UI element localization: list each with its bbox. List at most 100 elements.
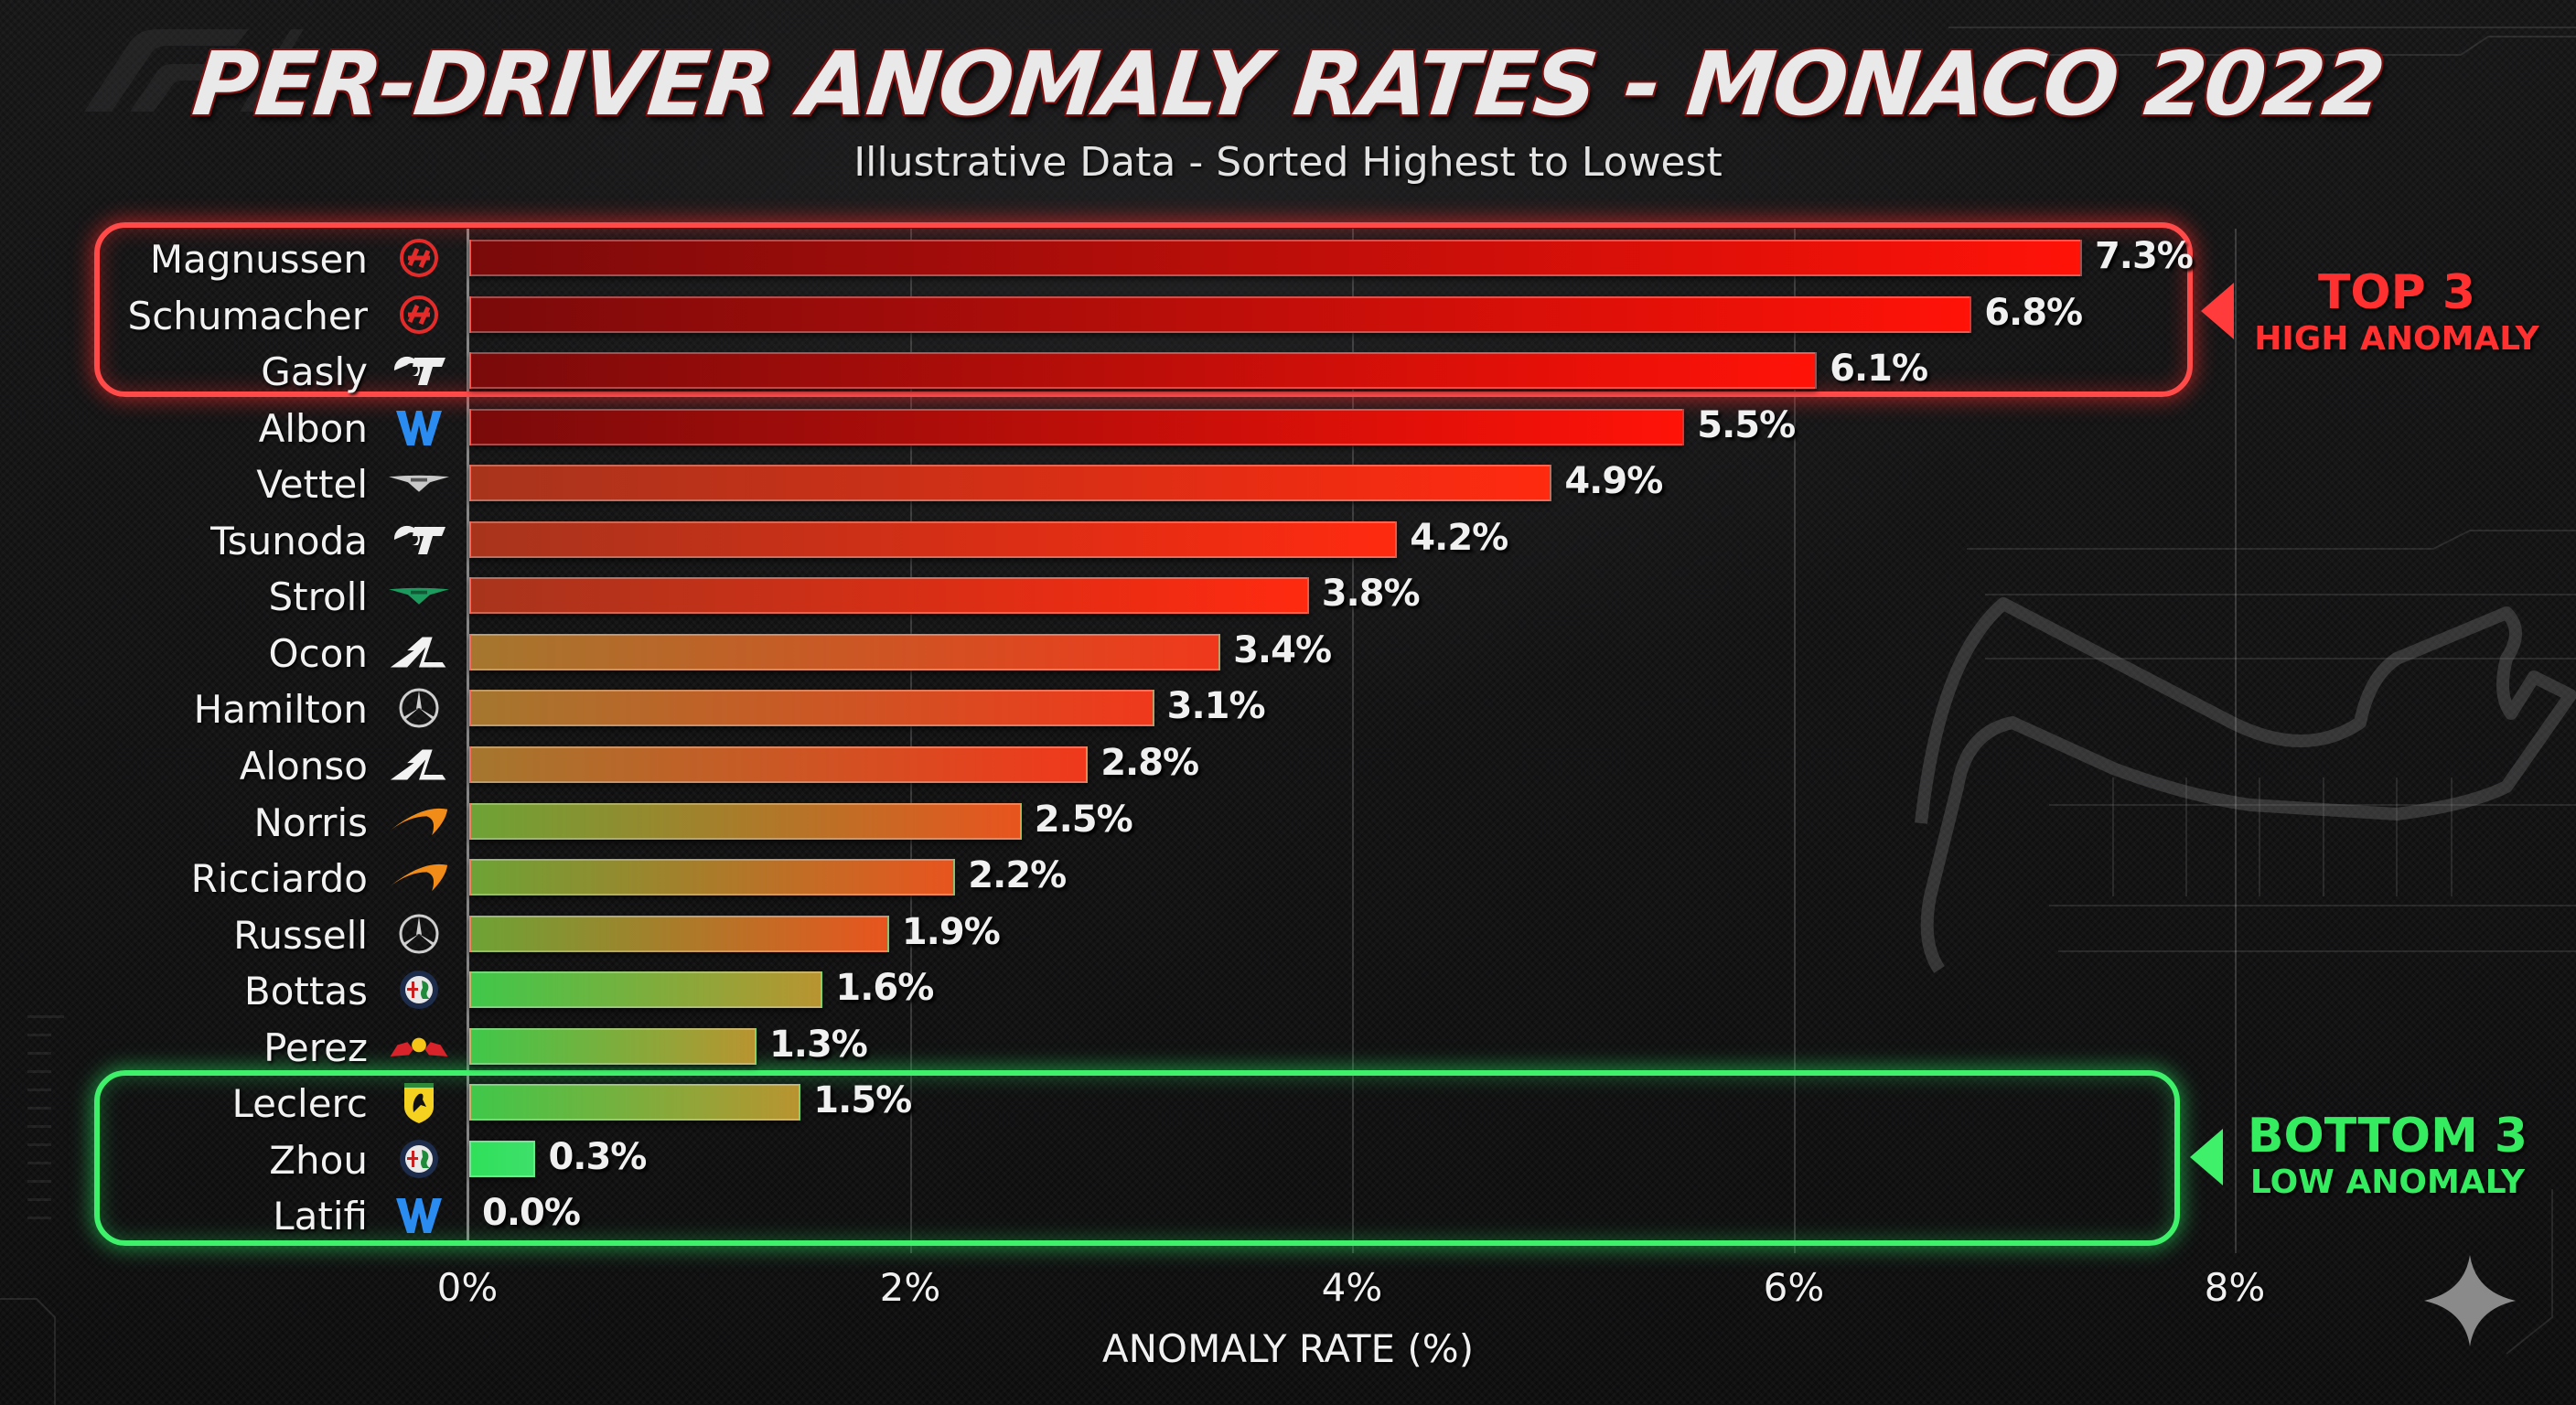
top-3-arrow-icon: [2201, 283, 2234, 339]
bar[interactable]: [469, 745, 1089, 783]
gridline-8pct: [2235, 229, 2237, 1253]
driver-name: Russell: [233, 912, 368, 958]
bar[interactable]: [469, 295, 1972, 333]
value-label: 3.8%: [1321, 573, 1421, 616]
bar-row-magnussen: Magnussen 7.3%: [0, 230, 2576, 285]
gridline-2pct: [910, 229, 912, 1253]
chart-subtitle: Illustrative Data - Sorted Highest to Lo…: [853, 139, 1723, 186]
aston-martin-green-icon: [389, 575, 449, 616]
value-label: 6.1%: [1830, 348, 1928, 391]
haas-icon: [389, 295, 449, 335]
alfa-romeo-icon: [389, 1139, 449, 1179]
value-label: 1.9%: [901, 910, 1001, 953]
value-label: 1.3%: [768, 1023, 868, 1066]
bottom-3-highlight-box: [94, 1070, 2180, 1246]
bar-row-leclerc: Leclerc 1.5%: [0, 1074, 2576, 1130]
value-label: 0.3%: [548, 1135, 647, 1178]
value-label: 2.2%: [968, 854, 1067, 897]
value-label: 4.9%: [1564, 460, 1663, 503]
value-label: 3.1%: [1166, 685, 1266, 728]
bar-row-tsunoda: Tsunoda 4.2%: [0, 511, 2576, 567]
value-label: 3.4%: [1233, 628, 1332, 671]
driver-name: Leclerc: [231, 1081, 368, 1127]
bar[interactable]: [469, 915, 889, 952]
value-label: 7.3%: [2094, 235, 2194, 277]
driver-name: Magnussen: [149, 237, 368, 282]
driver-name: Ocon: [268, 630, 368, 676]
f1-logo-icon: [84, 29, 304, 112]
bar[interactable]: [469, 1140, 536, 1177]
bar[interactable]: [469, 1027, 757, 1065]
value-label: 1.5%: [813, 1079, 912, 1122]
x-axis-label: ANOMALY RATE (%): [1101, 1326, 1475, 1371]
x-tick-6: 6%: [1763, 1265, 1825, 1310]
alphatauri-icon: [389, 520, 449, 560]
bar-row-norris: Norris 2.5%: [0, 793, 2576, 849]
williams-icon: [389, 407, 449, 447]
driver-name: Albon: [258, 405, 368, 451]
bar[interactable]: [469, 971, 823, 1009]
y-axis-line: [467, 229, 469, 1244]
ferrari-icon: [389, 1082, 449, 1124]
bar-row-ocon: Ocon 3.4%: [0, 624, 2576, 680]
bar-row-alonso: Alonso 2.8%: [0, 736, 2576, 792]
williams-icon: [389, 1195, 449, 1235]
bar-row-albon: Albon 5.5%: [0, 399, 2576, 455]
value-label: 1.6%: [835, 967, 934, 1010]
bar-row-hamilton: Hamilton 3.1%: [0, 680, 2576, 735]
bar[interactable]: [469, 1084, 801, 1121]
bar-row-russell: Russell 1.9%: [0, 906, 2576, 961]
bar-row-zhou: Zhou 0.3%: [0, 1131, 2576, 1186]
bar[interactable]: [469, 690, 1154, 727]
chart-title: PER-DRIVER ANOMALY RATES - MONACO 2022: [188, 33, 2388, 135]
sparkle-icon: [2424, 1255, 2516, 1346]
bar[interactable]: [469, 859, 956, 896]
bar[interactable]: [469, 520, 1398, 558]
bar[interactable]: [469, 465, 1552, 502]
mercedes-icon: [389, 688, 449, 728]
driver-name: Gasly: [261, 349, 368, 395]
bar-row-stroll: Stroll 3.8%: [0, 567, 2576, 623]
bar[interactable]: [469, 802, 1022, 840]
haas-icon: [389, 238, 449, 278]
mclaren-icon: [389, 801, 449, 842]
mercedes-icon: [389, 914, 449, 954]
top-3-label: TOP 3: [2317, 265, 2476, 320]
value-label: 2.5%: [1034, 798, 1133, 841]
bar-row-ricciardo: Ricciardo 2.2%: [0, 849, 2576, 905]
aston-martin-icon: [389, 463, 449, 503]
value-label: 0.0%: [482, 1192, 581, 1235]
bottom-3-arrow-icon: [2190, 1129, 2223, 1185]
bar[interactable]: [469, 577, 1309, 615]
value-label: 6.8%: [1984, 291, 2083, 334]
bar-row-perez: Perez 1.3%: [0, 1018, 2576, 1074]
driver-name: Stroll: [268, 574, 368, 620]
driver-name: Norris: [253, 799, 368, 845]
x-tick-0: 0%: [436, 1265, 499, 1310]
driver-name: Perez: [263, 1024, 368, 1070]
driver-name: Bottas: [243, 969, 368, 1014]
driver-name: Hamilton: [193, 687, 368, 733]
driver-name: Alonso: [239, 743, 368, 788]
driver-name: Tsunoda: [210, 518, 368, 563]
alphatauri-icon: [389, 350, 449, 391]
bar-row-bottas: Bottas 1.6%: [0, 961, 2576, 1017]
bar[interactable]: [469, 633, 1221, 670]
alfa-romeo-icon: [389, 970, 449, 1010]
top-3-highlight-box: [94, 222, 2193, 397]
driver-name: Ricciardo: [190, 856, 368, 902]
alpine-icon: [389, 632, 449, 672]
bar[interactable]: [469, 352, 1818, 390]
bar[interactable]: [469, 408, 1685, 445]
bar[interactable]: [469, 240, 2082, 276]
value-label: 2.8%: [1100, 741, 1199, 784]
bar-row-gasly: Gasly 6.1%: [0, 342, 2576, 398]
mclaren-icon: [389, 857, 449, 897]
bar-row-schumacher: Schumacher 6.8%: [0, 286, 2576, 342]
red-bull-icon: [389, 1026, 449, 1067]
x-tick-4: 4%: [1321, 1265, 1383, 1310]
low-anomaly-label: LOW ANOMALY: [2249, 1164, 2526, 1201]
driver-name: Latifi: [273, 1194, 368, 1239]
gridline-4pct: [1352, 229, 1354, 1253]
